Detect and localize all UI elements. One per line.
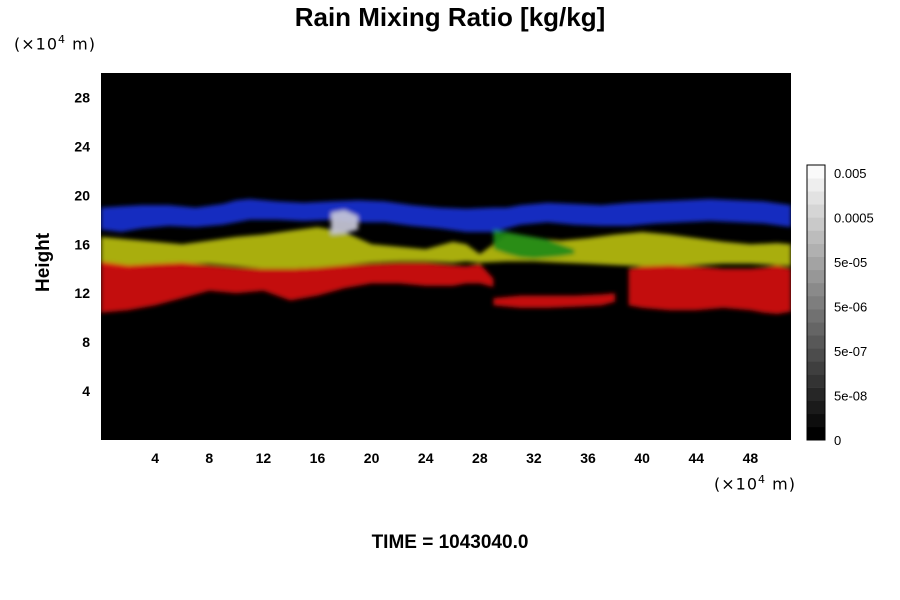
colorbar-swatch: [807, 426, 825, 441]
colorbar-swatch: [807, 230, 825, 244]
field-layers: [101, 199, 791, 314]
x-tick-label: 40: [634, 450, 650, 466]
colorbar-label: 0.0005: [834, 210, 874, 225]
colorbar-label: 0: [834, 433, 841, 448]
field-layer-1: [101, 227, 791, 269]
colorbar-swatch: [807, 256, 825, 271]
colorbar-label: 5e-07: [834, 344, 867, 359]
y-unit-prefix: (×10: [14, 34, 59, 54]
x-axis-unit: (×104 m): [714, 473, 796, 493]
colorbar-swatch: [807, 204, 825, 218]
x-tick-label: 20: [364, 450, 380, 466]
y-tick-label: 8: [82, 334, 90, 350]
colorbar-swatch: [807, 282, 825, 297]
colorbar-label: 0.005: [834, 166, 867, 181]
y-axis-unit: (×104 m): [14, 33, 96, 53]
y-ticks: 4 8 12 16 20 24 28: [74, 89, 90, 399]
colorbar-swatch: [807, 400, 825, 415]
colorbar-swatch: [807, 322, 825, 336]
colorbar-label: 5e-08: [834, 389, 867, 404]
colorbar-swatch: [807, 243, 825, 257]
colorbar-swatch: [807, 413, 825, 428]
field-layer-0: [101, 199, 791, 232]
colorbar-swatch: [807, 335, 825, 349]
x-ticks: 4 8 12 16 20 24 28 32 36 40 44 48: [151, 450, 758, 466]
colorbar-swatch: [807, 217, 825, 231]
x-unit-exponent: 4: [758, 473, 767, 486]
colorbar: 0 5e-08 5e-07 5e-06 5e-05 0.0005 0.005: [806, 164, 874, 448]
colorbar-swatch: [807, 309, 825, 323]
y-tick-label: 24: [74, 138, 90, 154]
y-unit-suffix: m): [66, 34, 96, 54]
x-tick-label: 32: [526, 450, 542, 466]
y-unit-exponent: 4: [58, 33, 67, 46]
x-tick-label: 44: [689, 450, 705, 466]
x-unit-prefix: (×10: [714, 474, 759, 494]
x-tick-label: 28: [472, 450, 488, 466]
colorbar-label: 5e-06: [834, 299, 867, 314]
colorbar-swatch: [807, 361, 825, 375]
x-unit-suffix: m): [766, 474, 796, 494]
colorbar-swatch: [807, 295, 825, 310]
x-tick-label: 48: [743, 450, 759, 466]
colorbar-swatch: [807, 348, 825, 362]
colorbar-swatch: [807, 374, 825, 388]
field-layer-6: [331, 210, 359, 235]
colorbar-swatch: [807, 269, 825, 284]
field-layer-2: [493, 229, 575, 259]
x-tick-label: 8: [205, 450, 213, 466]
time-label: TIME = 1043040.0: [371, 532, 529, 553]
colorbar-swatch: [807, 387, 825, 402]
y-tick-label: 16: [74, 236, 90, 252]
chart-title: Rain Mixing Ratio [kg/kg]: [294, 2, 606, 32]
x-tick-label: 16: [310, 450, 326, 466]
y-tick-label: 12: [74, 285, 90, 301]
y-tick-label: 28: [74, 89, 90, 105]
colorbar-swatch: [807, 191, 825, 205]
colorbar-swatch: [807, 165, 825, 179]
x-tick-label: 12: [256, 450, 272, 466]
x-tick-label: 4: [151, 450, 159, 466]
y-tick-label: 20: [74, 187, 90, 203]
field-layer-3: [101, 261, 494, 313]
y-tick-label: 4: [82, 383, 90, 399]
x-tick-label: 24: [418, 450, 434, 466]
field-layer-5: [493, 293, 616, 308]
colorbar-label: 5e-05: [834, 255, 867, 270]
colorbar-frame: [806, 164, 826, 441]
x-tick-label: 36: [580, 450, 596, 466]
colorbar-swatch: [807, 178, 825, 192]
field-layer-4: [628, 265, 791, 314]
